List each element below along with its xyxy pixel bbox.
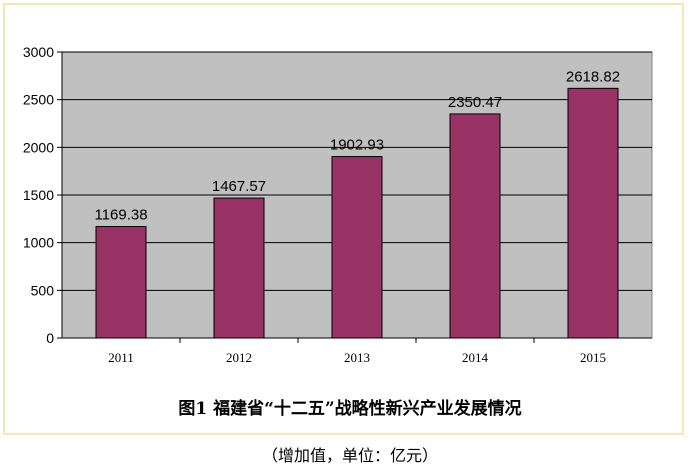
data-label-2014: 2350.47 <box>448 94 502 111</box>
y-tick-label: 0 <box>46 330 54 346</box>
y-tick-label: 500 <box>31 282 55 298</box>
x-tick-label-2012: 2012 <box>226 350 252 365</box>
x-tick-label-2013: 2013 <box>344 350 370 365</box>
bar-2012 <box>213 197 265 339</box>
bar-2011 <box>95 226 147 339</box>
x-tick-label-2011: 2011 <box>108 350 134 365</box>
data-label-2012: 1467.57 <box>212 178 266 195</box>
y-tick-label: 2000 <box>23 139 54 155</box>
bar-2013 <box>331 156 383 339</box>
bar-2014 <box>449 113 501 339</box>
data-label-2013: 1902.93 <box>330 137 384 154</box>
x-tick-label-2015: 2015 <box>580 350 606 365</box>
chart-subtitle: （增加值，单位：亿元） <box>261 446 438 465</box>
x-tick-label-2014: 2014 <box>462 350 489 365</box>
chart-title: 图1 福建省“十二五”战略性新兴产业发展情况 <box>178 399 522 419</box>
bars <box>95 87 619 339</box>
data-labels: 1169.38 1467.57 1902.93 2350.47 2618.82 <box>94 68 620 223</box>
y-axis-ticks: 0 500 1000 1500 2000 2500 3000 <box>23 44 62 346</box>
data-label-2011: 1169.38 <box>94 207 147 224</box>
data-label-2015: 2618.82 <box>566 68 620 85</box>
y-tick-label: 1500 <box>23 187 54 203</box>
x-axis-ticks: 2011 2012 2013 2014 2015 <box>108 338 606 365</box>
bar-2015 <box>567 87 619 339</box>
y-tick-label: 2500 <box>23 92 54 108</box>
y-tick-label: 3000 <box>23 44 54 60</box>
y-tick-label: 1000 <box>23 235 54 251</box>
